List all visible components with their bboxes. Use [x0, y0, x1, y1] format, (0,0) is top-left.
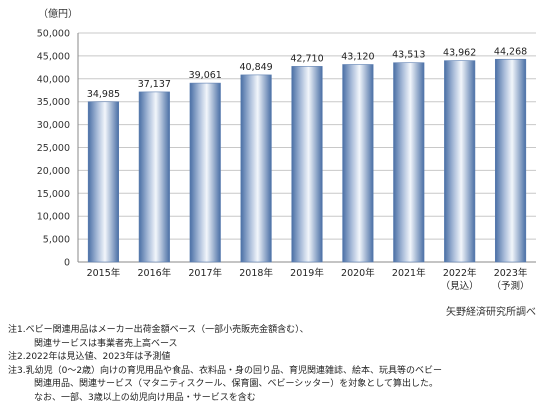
x-tick-label: 2021年 [392, 267, 426, 279]
note-continuation: 関連サービスは事業者売上高ベース [34, 338, 178, 349]
data-label: 34,985 [87, 89, 120, 100]
data-label: 37,137 [138, 79, 171, 90]
source-note: 矢野経済研究所調べ [446, 307, 536, 318]
data-label: 42,710 [290, 53, 323, 64]
x-tick-label: 2022年 [443, 267, 477, 279]
data-label: 43,962 [443, 48, 476, 59]
x-tick-label: 2017年 [188, 267, 222, 279]
bar-chart: 0 5,000 10,000 15,000 20,000 25,000 30,000 35,0… [37, 29, 536, 292]
x-tick-sublabel: （見込） [441, 280, 479, 292]
y-tick-label: 5,000 [43, 235, 70, 246]
note-continuation: 関連用品、関連サービス（マタニティスクール、保育園、ベビーシッター）を対象として… [34, 379, 439, 390]
y-tick-label: 50,000 [37, 29, 70, 40]
data-label: 39,061 [189, 70, 222, 81]
data-label: 44,268 [494, 46, 527, 57]
bar-layer [87, 58, 527, 263]
data-label: 40,849 [239, 62, 272, 73]
x-tick-label: 2020年 [341, 267, 375, 279]
y-tick-label: 30,000 [37, 120, 70, 131]
bar [494, 58, 527, 263]
y-tick-label: 40,000 [37, 74, 70, 85]
bar [291, 66, 323, 263]
y-tick-label: 15,000 [37, 189, 70, 200]
note-line: 注3.乳幼児（0〜2歳）向けの育児用品や食品、衣料品・身の回り品、育児関連雑誌、… [8, 365, 443, 376]
bar [393, 62, 425, 263]
x-tick-label: 2019年 [290, 267, 324, 279]
x-tick-label: 2018年 [239, 267, 273, 279]
unit-label: （億円） [38, 9, 78, 20]
bar [240, 74, 272, 263]
y-tick-label: 20,000 [37, 166, 70, 177]
y-tick-label: 0 [64, 258, 70, 269]
bar [342, 64, 374, 263]
bar [444, 60, 476, 263]
data-label: 43,513 [392, 50, 425, 61]
y-tick-label: 25,000 [37, 143, 70, 154]
data-label: 43,120 [341, 52, 374, 63]
y-tick-label: 35,000 [37, 97, 70, 108]
bar [189, 82, 221, 263]
bar [138, 91, 170, 263]
x-tick-sublabel: （予測） [492, 280, 530, 292]
y-tick-label: 10,000 [37, 212, 70, 223]
x-tick-label: 2015年 [87, 267, 121, 279]
bar [87, 101, 120, 263]
notes: 注1.ベビー関連用品はメーカー出荷金額ベース（一部小売販売金額含む）、関連サービ… [8, 324, 544, 406]
x-tick-label: 2016年 [137, 267, 171, 279]
y-tick-label: 45,000 [37, 51, 70, 62]
note-line: 注1.ベビー関連用品はメーカー出荷金額ベース（一部小売販売金額含む）、 [8, 325, 309, 335]
label-layer: 34,985 2015年 37,137 2016年 39,061 2017年 40,849 2… [87, 46, 530, 292]
x-tick-label: 2023年 [494, 267, 528, 279]
note-continuation: なお、一部、3歳以上の幼児向け用品・サービスを含む [34, 392, 256, 403]
axis-layer: 0 5,000 10,000 15,000 20,000 25,000 30,000 35,0… [37, 29, 536, 269]
note-line: 注2.2022年は見込値、2023年は予測値 [8, 352, 171, 363]
